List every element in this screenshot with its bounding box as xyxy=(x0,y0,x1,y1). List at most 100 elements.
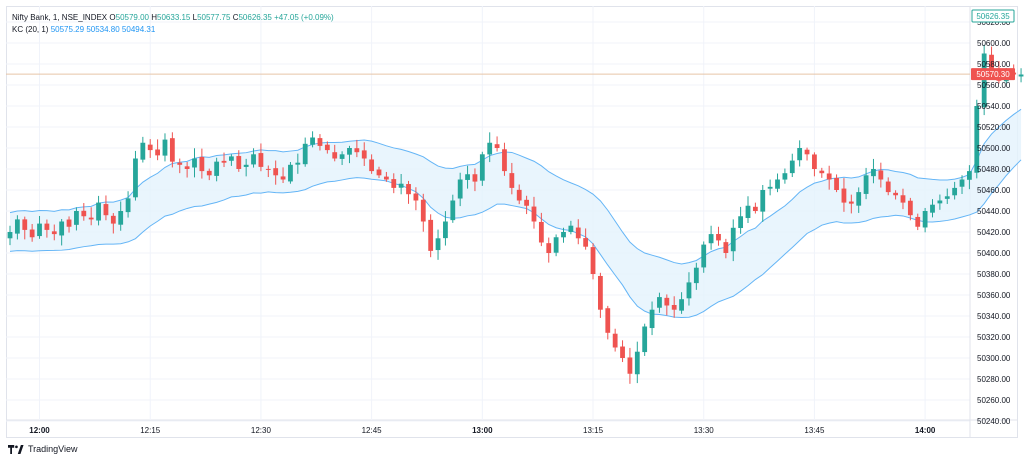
candle-body xyxy=(598,275,603,310)
keltner-channel xyxy=(9,108,1022,318)
candle xyxy=(295,153,301,174)
candle xyxy=(568,220,574,235)
price-tick-label: 50480.00 xyxy=(977,165,1011,174)
time-tick-label: 12:30 xyxy=(251,426,272,435)
candle xyxy=(133,150,138,201)
candle-body xyxy=(51,231,57,235)
candle xyxy=(730,219,736,262)
chart-legend: Nifty Bank, 1, NSE_INDEX O50579.00 H5063… xyxy=(12,12,334,36)
candle xyxy=(583,228,589,250)
candle xyxy=(221,152,227,168)
candle-body xyxy=(583,238,589,247)
candle-body xyxy=(907,200,913,216)
time-tick-label: 13:45 xyxy=(804,426,825,435)
candle xyxy=(206,168,212,181)
candle xyxy=(561,227,566,243)
candle xyxy=(531,196,537,229)
candle xyxy=(922,207,928,233)
candle-body xyxy=(686,282,692,299)
candle xyxy=(871,158,876,184)
symbol-title[interactable]: Nifty Bank, 1, NSE_INDEX xyxy=(12,13,108,22)
candle xyxy=(937,194,943,210)
candle-body xyxy=(701,244,707,268)
candle-body xyxy=(752,206,758,211)
last-price-label: 50626.35 xyxy=(976,12,1010,21)
candle xyxy=(546,237,552,263)
candle-body xyxy=(531,206,537,222)
tradingview-brand[interactable]: TradingView xyxy=(8,444,78,454)
candle xyxy=(804,147,810,161)
candle-body xyxy=(147,144,153,151)
candle-body xyxy=(878,170,884,180)
candle-body xyxy=(575,227,581,239)
price-axis[interactable]: 50620.0050600.0050580.0050560.0050540.00… xyxy=(971,9,1015,426)
candle xyxy=(989,46,994,73)
candle-body xyxy=(324,144,330,151)
candle xyxy=(502,142,507,176)
high-value: 50633.15 xyxy=(157,13,191,22)
candle xyxy=(575,219,581,245)
crosshair-price-tag[interactable] xyxy=(971,68,1015,81)
candle-body xyxy=(915,216,921,227)
candle-body xyxy=(265,168,271,170)
candle xyxy=(96,195,101,226)
candle xyxy=(738,206,744,234)
candle xyxy=(88,207,94,226)
candle-body xyxy=(775,179,780,189)
time-tick-label: 12:15 xyxy=(140,426,161,435)
candle xyxy=(162,133,168,162)
candle xyxy=(22,216,28,240)
crosshair-price-label: 50570.30 xyxy=(976,70,1010,79)
candle-body xyxy=(199,156,205,172)
kc-lower-value: 50494.31 xyxy=(121,25,156,34)
candle-body xyxy=(369,159,375,172)
price-tick-label: 50300.00 xyxy=(977,354,1011,363)
high-label: H xyxy=(151,13,158,22)
candle xyxy=(280,167,286,184)
candle-body xyxy=(959,179,965,187)
candles xyxy=(7,44,1024,384)
candle-body xyxy=(989,54,994,70)
candle-body xyxy=(937,200,943,204)
price-tick-label: 50600.00 xyxy=(977,39,1011,48)
candle-body xyxy=(841,188,847,203)
candle-body xyxy=(288,164,293,182)
candle-body xyxy=(302,143,308,165)
candle xyxy=(538,212,544,247)
candle-body xyxy=(74,211,79,225)
time-axis[interactable]: 12:00 12:15 12:30 12:45 13:00 13:15 13:30 13:45… xyxy=(29,426,1024,435)
candle xyxy=(81,203,87,221)
last-price-tag[interactable] xyxy=(971,9,1015,23)
candle-body xyxy=(339,154,345,159)
candle-body xyxy=(435,238,441,251)
time-tick-label: 12:45 xyxy=(362,426,383,435)
candle-body xyxy=(125,198,131,213)
candle xyxy=(199,148,205,179)
candle-body xyxy=(502,149,507,172)
candle xyxy=(450,194,456,223)
candle xyxy=(428,214,434,258)
candle xyxy=(671,296,677,318)
candle-body xyxy=(236,156,242,169)
candle xyxy=(642,323,648,356)
price-tick-label: 50560.00 xyxy=(977,81,1011,90)
kc-band-fill xyxy=(10,109,1022,318)
candle-body xyxy=(192,158,197,168)
candle xyxy=(708,225,714,250)
candle xyxy=(509,162,515,195)
candle xyxy=(435,229,441,260)
candle xyxy=(420,193,426,232)
candle xyxy=(812,152,817,177)
candle xyxy=(693,262,699,290)
candle xyxy=(974,99,980,179)
candle xyxy=(907,197,913,221)
open-label: O xyxy=(109,13,116,22)
candle-body xyxy=(81,210,87,217)
price-tick-label: 50260.00 xyxy=(977,396,1011,405)
candle-body xyxy=(900,195,906,203)
candle xyxy=(952,181,958,200)
candle xyxy=(553,234,559,257)
kc-name[interactable]: KC (20, 1) xyxy=(12,25,49,34)
candle-body xyxy=(679,299,684,311)
